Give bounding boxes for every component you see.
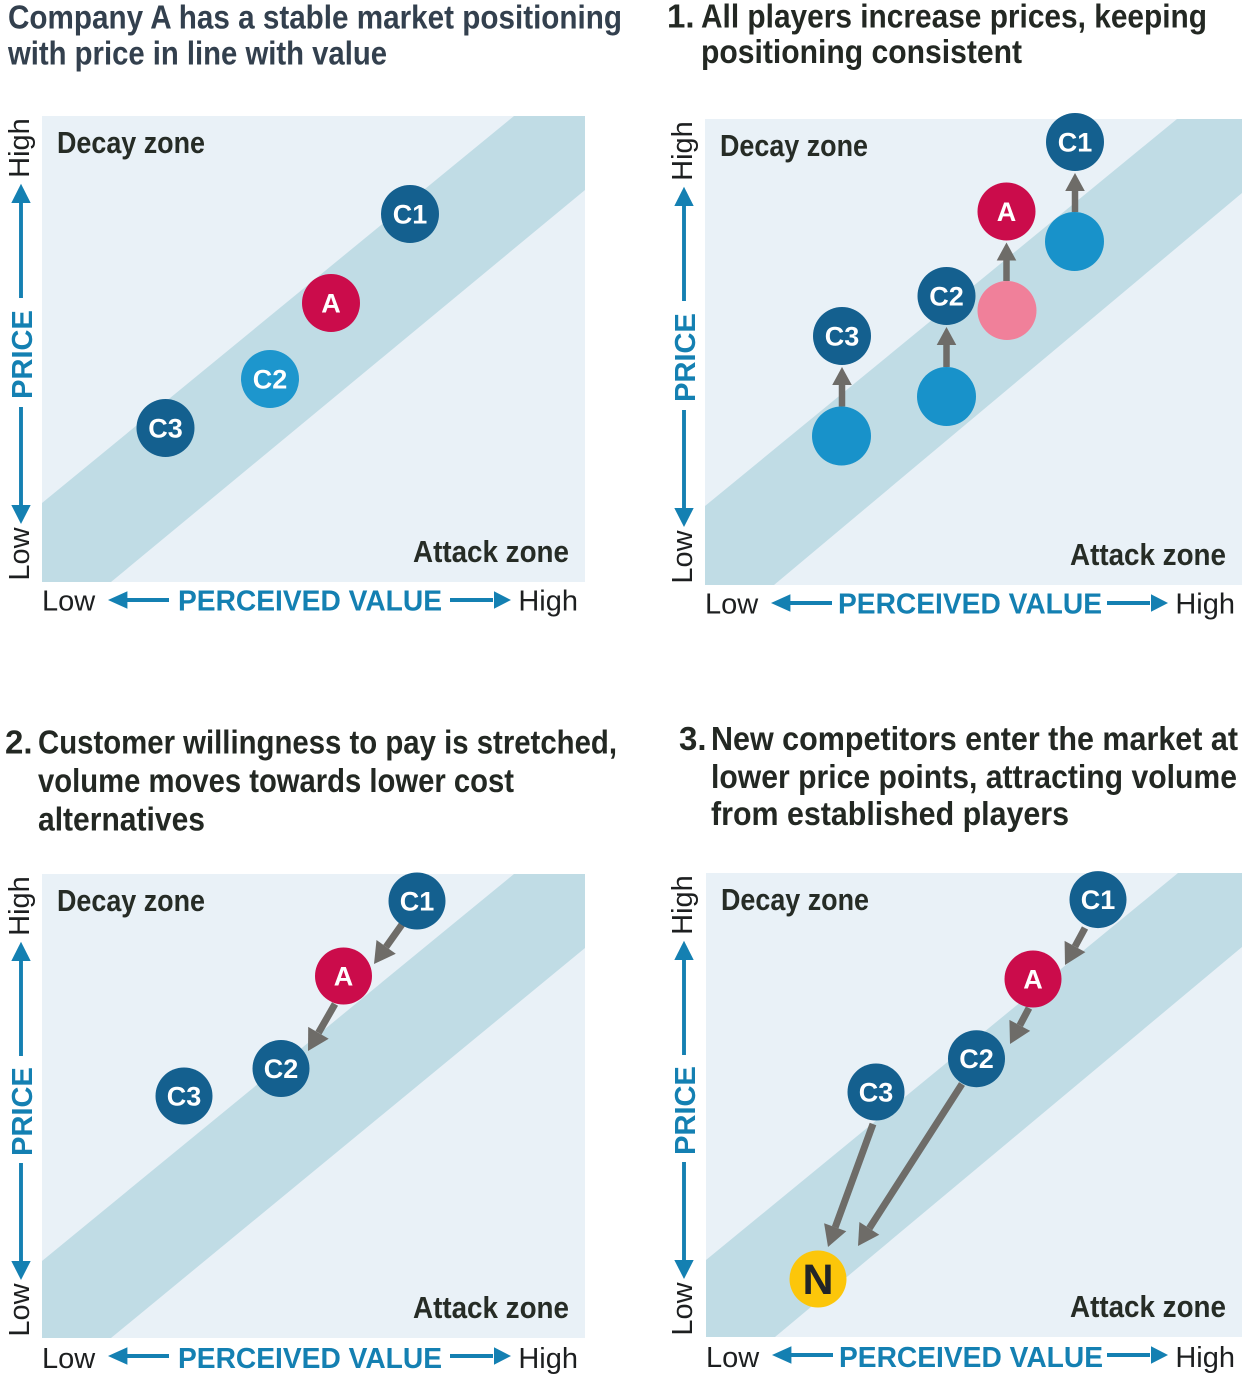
- svg-text:C1: C1: [400, 887, 435, 917]
- svg-text:PRICE: PRICE: [7, 310, 39, 399]
- svg-text:C3: C3: [167, 1082, 202, 1112]
- svg-text:PRICE: PRICE: [670, 313, 702, 402]
- svg-text:alternatives: alternatives: [38, 801, 205, 838]
- svg-text:High: High: [1175, 1342, 1235, 1374]
- svg-text:PRICE: PRICE: [670, 1066, 702, 1155]
- svg-text:PRICE: PRICE: [7, 1067, 39, 1156]
- svg-text:Low: Low: [42, 586, 96, 618]
- svg-text:Decay zone: Decay zone: [720, 128, 868, 163]
- svg-text:Low: Low: [4, 1282, 36, 1336]
- svg-text:C3: C3: [825, 322, 860, 352]
- svg-text:Attack zone: Attack zone: [413, 1290, 569, 1325]
- svg-text:C2: C2: [264, 1054, 299, 1084]
- svg-text:A: A: [997, 197, 1017, 227]
- svg-text:C2: C2: [929, 282, 964, 312]
- svg-text:All players increase prices, k: All players increase prices, keeping: [701, 0, 1207, 35]
- svg-text:Low: Low: [667, 529, 699, 583]
- svg-text:C1: C1: [393, 200, 428, 230]
- svg-text:Attack zone: Attack zone: [1070, 537, 1226, 572]
- svg-text:from established players: from established players: [711, 795, 1069, 832]
- svg-text:C1: C1: [1081, 885, 1116, 915]
- svg-text:Low: Low: [705, 589, 759, 621]
- svg-text:High: High: [667, 875, 699, 935]
- svg-text:C3: C3: [859, 1078, 894, 1108]
- svg-text:N: N: [802, 1256, 833, 1304]
- svg-text:A: A: [321, 289, 341, 319]
- svg-text:with price in line with value: with price in line with value: [7, 35, 387, 72]
- svg-text:Decay zone: Decay zone: [57, 883, 205, 918]
- svg-text:positioning consistent: positioning consistent: [701, 33, 1022, 70]
- svg-text:3.: 3.: [679, 720, 707, 757]
- svg-text:1.: 1.: [667, 0, 695, 35]
- svg-text:Low: Low: [706, 1342, 760, 1374]
- svg-text:volume moves towards lower cos: volume moves towards lower cost: [38, 762, 514, 799]
- svg-text:PERCEIVED VALUE: PERCEIVED VALUE: [839, 1342, 1103, 1374]
- svg-text:Customer willingness to pay is: Customer willingness to pay is stretched…: [38, 724, 617, 761]
- svg-text:Company A has a stable market: Company A has a stable market positionin…: [8, 0, 622, 36]
- svg-text:A: A: [1023, 965, 1043, 995]
- svg-text:High: High: [667, 121, 699, 181]
- svg-text:High: High: [518, 586, 578, 618]
- svg-text:PERCEIVED VALUE: PERCEIVED VALUE: [838, 589, 1102, 621]
- svg-text:PERCEIVED VALUE: PERCEIVED VALUE: [178, 1343, 442, 1375]
- svg-text:C2: C2: [253, 365, 288, 395]
- svg-text:C1: C1: [1058, 128, 1093, 158]
- svg-text:High: High: [518, 1343, 578, 1375]
- svg-text:High: High: [4, 876, 36, 936]
- svg-text:lower price points, attracting: lower price points, attracting volume: [711, 758, 1237, 795]
- svg-text:C2: C2: [959, 1044, 994, 1074]
- svg-text:C3: C3: [148, 414, 183, 444]
- svg-text:PERCEIVED VALUE: PERCEIVED VALUE: [178, 586, 442, 618]
- svg-text:High: High: [4, 118, 36, 178]
- svg-text:Attack zone: Attack zone: [1070, 1289, 1226, 1324]
- svg-text:A: A: [334, 962, 354, 992]
- svg-text:New competitors enter the mark: New competitors enter the market at: [711, 720, 1238, 757]
- svg-text:High: High: [1175, 589, 1235, 621]
- svg-text:Decay zone: Decay zone: [721, 882, 869, 917]
- svg-text:Decay zone: Decay zone: [57, 125, 205, 160]
- svg-text:2.: 2.: [5, 724, 33, 761]
- svg-text:Attack zone: Attack zone: [413, 534, 569, 569]
- svg-text:Low: Low: [4, 526, 36, 580]
- svg-text:Low: Low: [42, 1343, 96, 1375]
- svg-text:Low: Low: [667, 1281, 699, 1335]
